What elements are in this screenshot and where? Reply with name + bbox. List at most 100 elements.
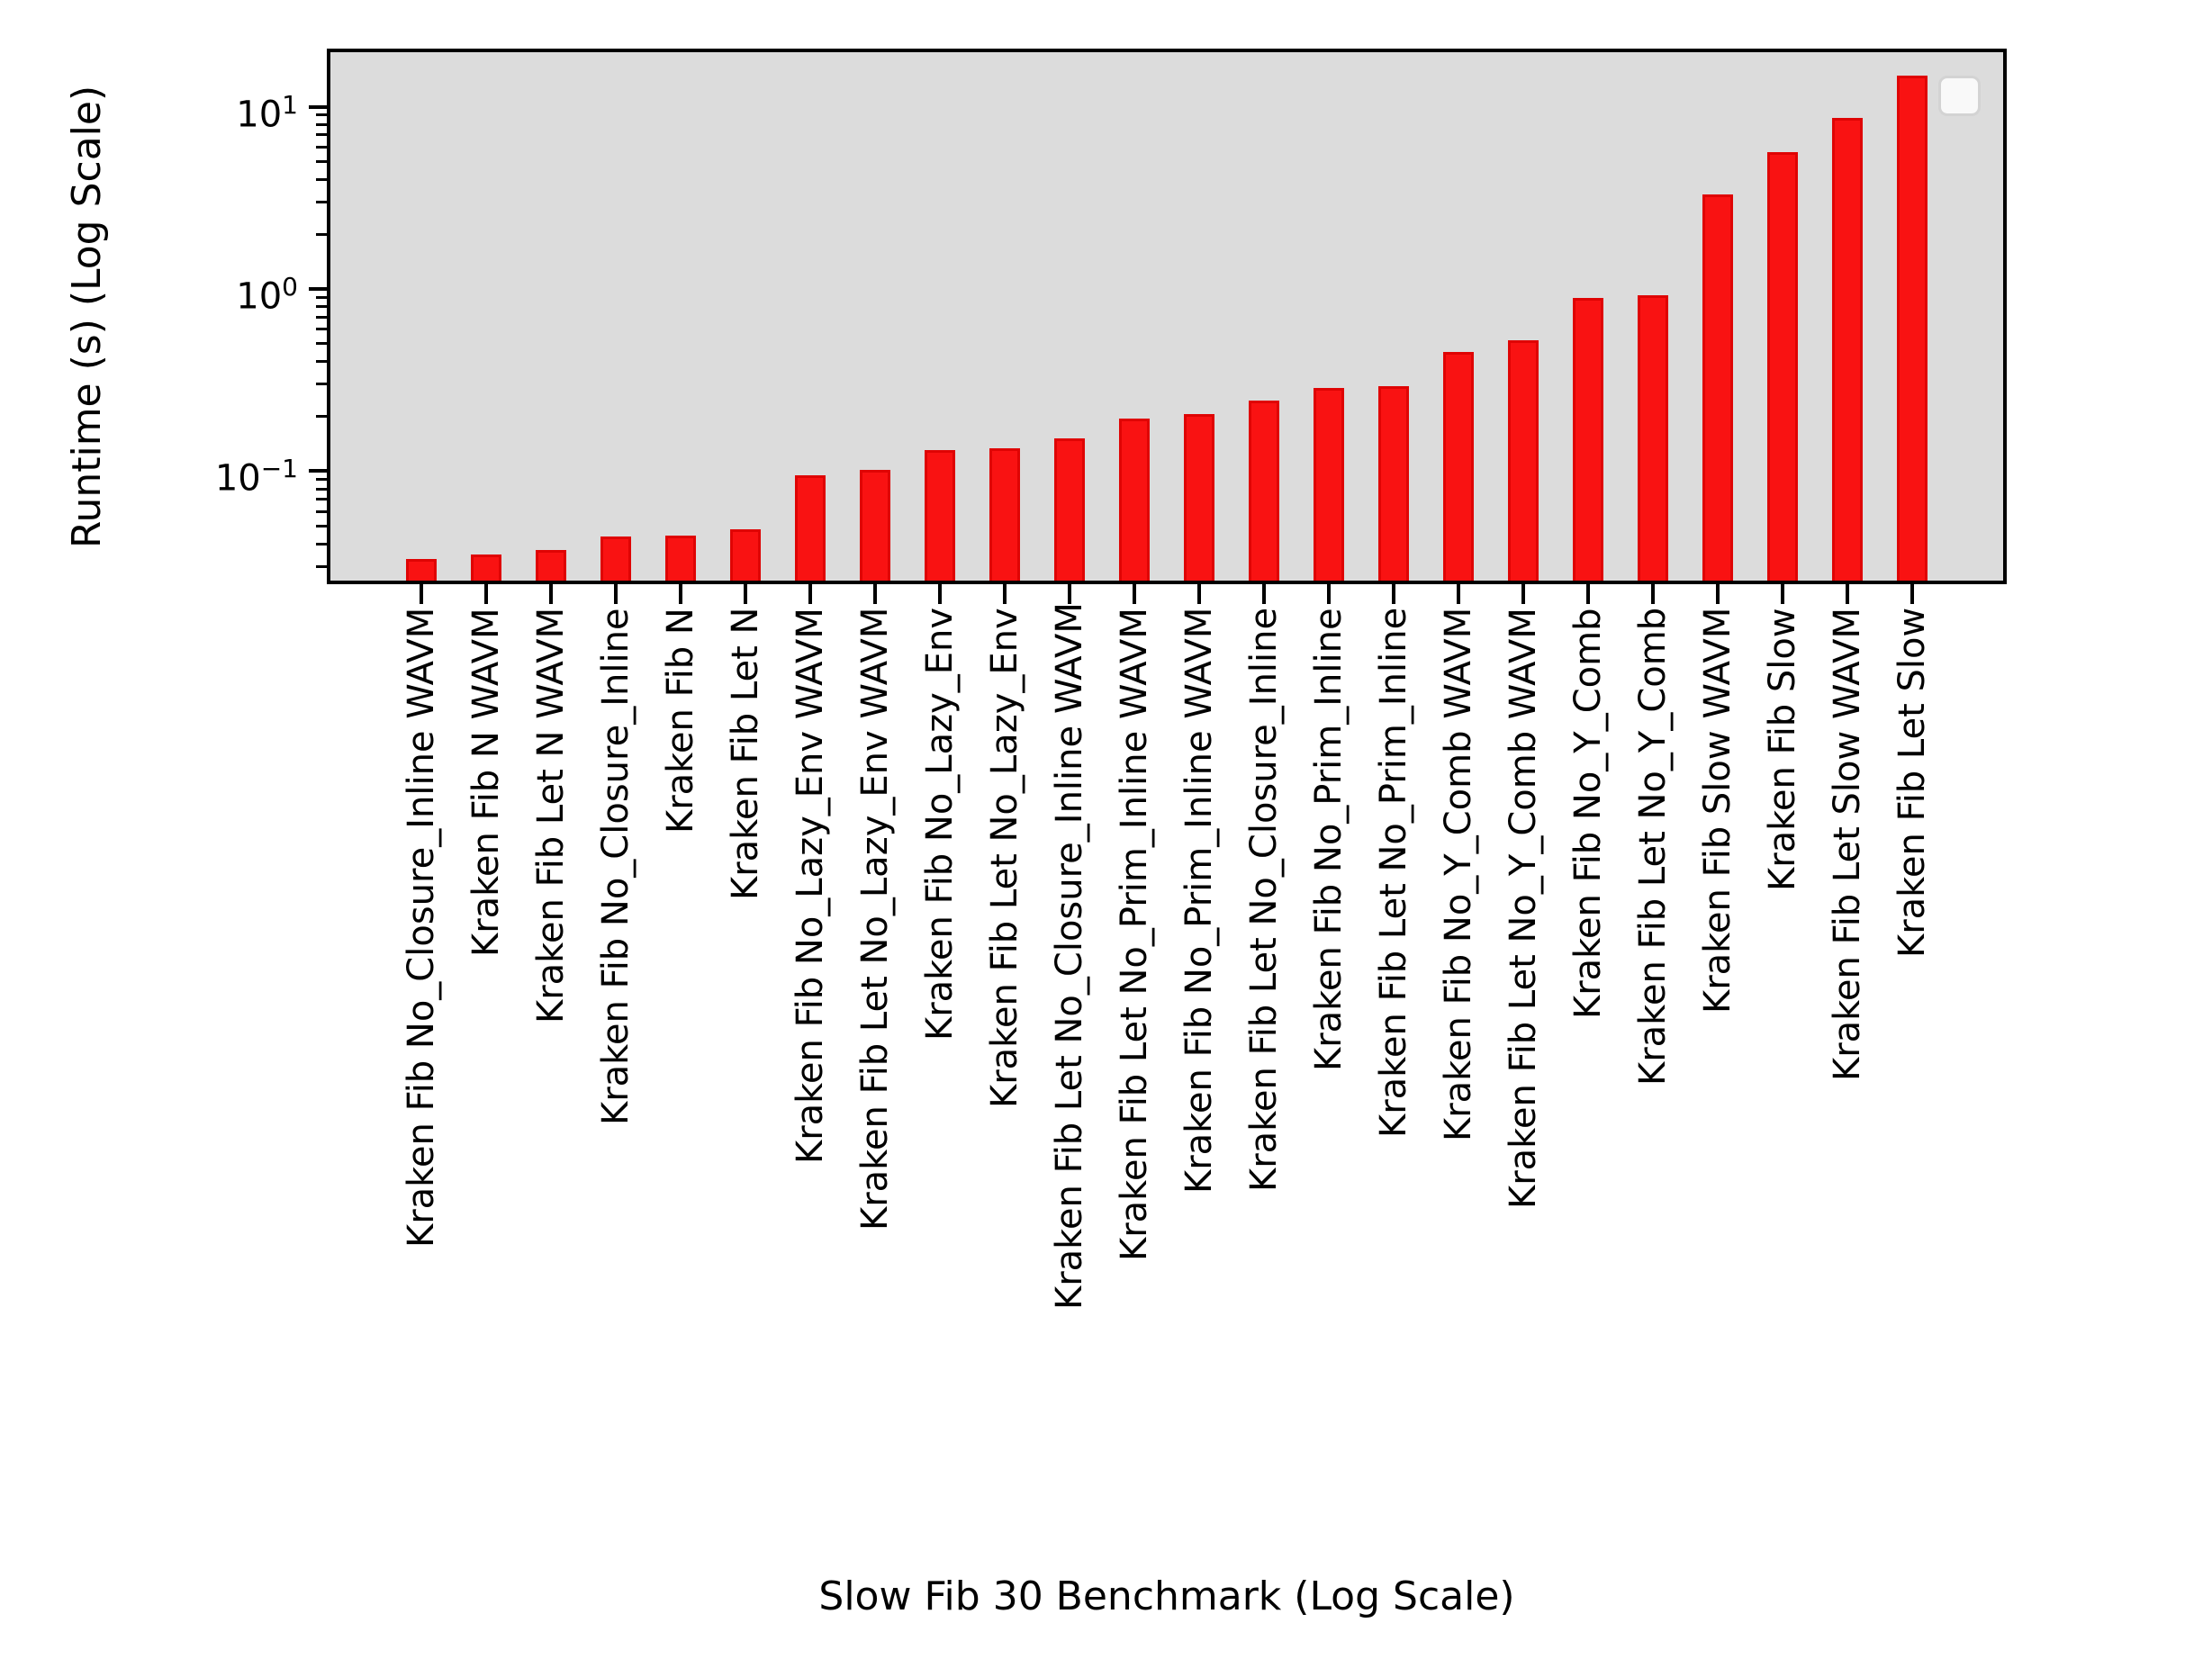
y-minor-tick xyxy=(316,342,327,346)
x-tick-label: Kraken Fib No_Y_Comb xyxy=(1567,608,1609,1019)
x-tick xyxy=(1781,584,1784,604)
x-tick xyxy=(1003,584,1007,604)
x-tick xyxy=(744,584,747,604)
y-minor-tick xyxy=(316,295,327,299)
bar xyxy=(1314,388,1344,581)
bar xyxy=(665,535,696,581)
y-axis-label: Runtime (s) (Log Scale) xyxy=(64,85,110,549)
y-minor-tick xyxy=(316,133,327,137)
bar xyxy=(1702,194,1733,581)
bar xyxy=(989,448,1020,581)
x-tick xyxy=(1716,584,1720,604)
x-tick-label: Kraken Fib Let Slow WAVM xyxy=(1827,608,1868,1081)
bar xyxy=(471,554,501,581)
x-tick xyxy=(1846,584,1849,604)
bar xyxy=(1054,437,1085,581)
y-minor-tick xyxy=(316,232,327,236)
y-tick-label: 100 xyxy=(236,271,298,318)
y-minor-tick xyxy=(316,360,327,364)
bar xyxy=(1897,76,1928,581)
bar xyxy=(1184,414,1214,581)
x-tick-label: Kraken Fib No_Closure_Inline xyxy=(595,608,637,1125)
y-minor-tick xyxy=(316,478,327,482)
x-tick xyxy=(1327,584,1331,604)
bar xyxy=(600,536,631,581)
x-tick-label: Kraken Fib No_Lazy_Env WAVM xyxy=(790,608,831,1164)
x-tick-label: Kraken Fib Let Slow xyxy=(1891,608,1933,959)
x-tick xyxy=(420,584,423,604)
x-tick xyxy=(938,584,942,604)
x-tick-label: Kraken Fib Slow xyxy=(1762,608,1803,891)
y-major-tick xyxy=(309,286,327,291)
x-tick xyxy=(1586,584,1590,604)
x-tick xyxy=(1392,584,1395,604)
x-tick-label: Kraken Fib No_Y_Comb WAVM xyxy=(1438,608,1479,1142)
bar xyxy=(1443,352,1474,581)
bar xyxy=(860,469,890,581)
legend-box xyxy=(1938,76,1981,116)
bar xyxy=(925,449,955,581)
x-tick xyxy=(1197,584,1201,604)
x-tick xyxy=(1457,584,1460,604)
x-tick xyxy=(549,584,553,604)
bar xyxy=(406,558,437,581)
y-minor-tick xyxy=(316,315,327,319)
bar xyxy=(1767,152,1798,581)
x-tick xyxy=(1262,584,1266,604)
x-tick-label: Kraken Fib No_Prim_Inline WAVM xyxy=(1178,608,1220,1195)
y-minor-tick xyxy=(316,524,327,527)
x-tick xyxy=(873,584,877,604)
x-tick xyxy=(1521,584,1525,604)
y-minor-tick xyxy=(316,305,327,309)
bar xyxy=(1508,340,1539,581)
x-tick xyxy=(1910,584,1914,604)
y-minor-tick xyxy=(316,509,327,513)
y-major-tick xyxy=(309,104,327,109)
bar xyxy=(1119,418,1150,581)
x-tick-label: Kraken Fib Let No_Closure_Inline xyxy=(1243,608,1285,1193)
bar xyxy=(1638,295,1668,581)
bar xyxy=(1249,400,1279,581)
x-tick-label: Kraken Fib Let No_Y_Comb xyxy=(1632,608,1674,1086)
y-minor-tick xyxy=(316,542,327,545)
x-tick-label: Kraken Fib No_Prim_Inline xyxy=(1308,608,1350,1071)
x-tick-label: Kraken Fib Let N WAVM xyxy=(530,608,572,1024)
y-minor-tick xyxy=(316,564,327,568)
bar xyxy=(1573,298,1603,581)
x-tick-label: Kraken Fib No_Lazy_Env xyxy=(919,608,961,1041)
x-tick-label: Kraken Fib No_Closure_Inline WAVM xyxy=(401,608,442,1249)
x-tick xyxy=(484,584,488,604)
x-tick-label: Kraken Fib Slow WAVM xyxy=(1697,608,1738,1014)
y-major-tick xyxy=(309,469,327,473)
x-tick-label: Kraken Fib Let No_Prim_Inline xyxy=(1373,608,1414,1139)
plot-area xyxy=(327,49,2007,584)
bar xyxy=(795,474,826,581)
y-tick-label: 101 xyxy=(236,89,298,135)
x-tick-label: Kraken Fib Let No_Lazy_Env xyxy=(984,608,1025,1108)
x-tick-label: Kraken Fib Let No_Y_Comb WAVM xyxy=(1503,608,1544,1209)
x-tick xyxy=(1133,584,1136,604)
y-minor-tick xyxy=(316,383,327,386)
y-minor-tick xyxy=(316,328,327,331)
y-minor-tick xyxy=(316,177,327,181)
y-minor-tick xyxy=(316,145,327,149)
x-tick xyxy=(808,584,812,604)
bar xyxy=(1378,386,1409,581)
bar xyxy=(730,528,761,581)
bar xyxy=(536,549,566,581)
y-minor-tick xyxy=(316,498,327,501)
x-tick xyxy=(679,584,682,604)
x-tick-label: Kraken Fib N WAVM xyxy=(465,608,507,957)
x-tick-label: Kraken Fib Let No_Closure_Inline WAVM xyxy=(1049,602,1090,1310)
x-axis-label: Slow Fib 30 Benchmark (Log Scale) xyxy=(818,1573,1515,1619)
y-minor-tick xyxy=(316,415,327,418)
x-tick xyxy=(1068,584,1071,604)
x-tick-label: Kraken Fib Let No_Prim_Inline WAVM xyxy=(1114,608,1155,1261)
y-minor-tick xyxy=(316,200,327,203)
x-tick-label: Kraken Fib Let No_Lazy_Env WAVM xyxy=(854,608,896,1231)
y-minor-tick xyxy=(316,113,327,117)
y-tick-label: 10−1 xyxy=(214,454,298,500)
y-minor-tick xyxy=(316,159,327,163)
y-minor-tick xyxy=(316,487,327,491)
